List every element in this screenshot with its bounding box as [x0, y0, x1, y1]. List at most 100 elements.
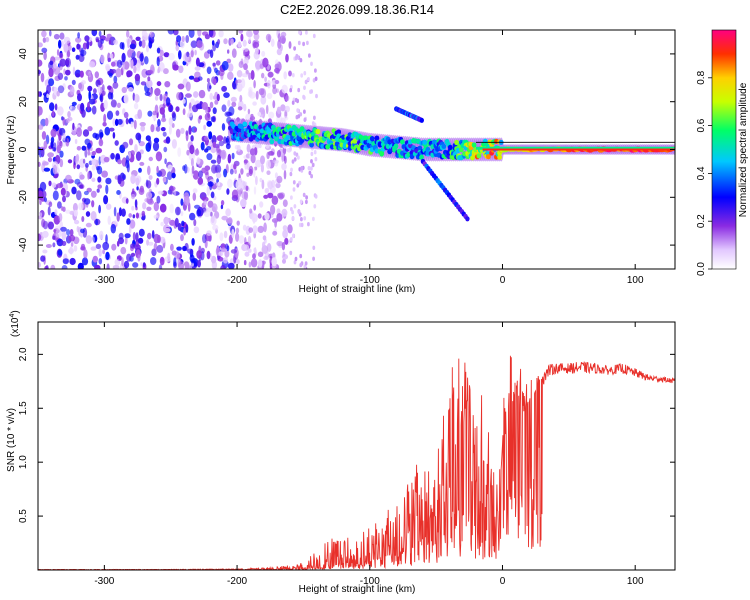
noise-blob	[282, 199, 288, 207]
noise-blob	[95, 218, 98, 226]
noise-blob	[216, 145, 220, 154]
noise-blob	[196, 40, 203, 48]
noise-blob	[245, 185, 249, 191]
noise-blob	[243, 49, 246, 56]
noise-blob	[144, 91, 151, 97]
noise-blob	[87, 149, 91, 156]
noise-blob	[177, 83, 185, 90]
noise-blob	[81, 257, 89, 266]
noise-blob	[85, 222, 92, 228]
signal-blob	[315, 129, 321, 135]
noise-blob	[250, 70, 255, 80]
snr-multiplier-exponent: 4	[9, 314, 16, 318]
noise-blob	[175, 206, 181, 216]
noise-blob	[135, 36, 141, 41]
noise-blob	[40, 72, 45, 83]
noise-blob	[270, 38, 275, 47]
noise-blob	[58, 39, 62, 49]
noise-blob	[206, 78, 210, 83]
noise-blob	[211, 203, 218, 213]
noise-blob	[139, 122, 146, 127]
noise-blob	[226, 188, 230, 195]
noise-blob	[276, 48, 282, 56]
noise-blob	[178, 50, 182, 60]
noise-blob	[274, 172, 278, 179]
noise-blob	[67, 159, 73, 164]
noise-blob	[230, 38, 234, 45]
noise-blob	[186, 51, 190, 58]
noise-blob	[46, 93, 50, 99]
noise-blob	[268, 111, 275, 119]
noise-blob	[280, 104, 286, 112]
noise-blob	[260, 88, 267, 99]
noise-blob	[218, 30, 224, 38]
noise-blob	[130, 243, 136, 249]
noise-blob	[115, 68, 122, 78]
noise-blob	[147, 76, 151, 82]
noise-blob	[208, 30, 214, 38]
noise-blob	[45, 244, 52, 248]
noise-blob	[206, 250, 211, 260]
noise-blob	[299, 58, 303, 63]
noise-blob	[110, 223, 117, 234]
noise-blob	[197, 259, 202, 268]
noise-blob	[117, 159, 122, 165]
noise-blob	[194, 149, 200, 156]
noise-blob	[74, 155, 79, 165]
noise-blob	[267, 181, 274, 190]
noise-blob	[71, 79, 76, 86]
noise-blob	[68, 234, 76, 242]
noise-blob	[76, 43, 81, 50]
noise-blob	[266, 170, 271, 175]
noise-blob	[190, 98, 196, 106]
signal-blob	[336, 129, 342, 135]
noise-blob	[163, 52, 170, 58]
noise-blob	[91, 236, 95, 244]
noise-blob	[183, 195, 190, 206]
noise-blob	[163, 216, 169, 225]
noise-blob	[169, 219, 176, 226]
noise-blob	[247, 248, 252, 253]
noise-blob	[198, 115, 203, 120]
signal-blob	[400, 139, 405, 145]
noise-blob	[231, 48, 237, 58]
noise-blob	[79, 174, 85, 180]
noise-blob	[314, 157, 318, 162]
noise-blob	[274, 63, 280, 70]
noise-blob	[207, 200, 214, 208]
noise-blob	[111, 61, 116, 67]
snr-plot-area	[38, 355, 675, 570]
noise-blob	[227, 49, 230, 54]
noise-blob	[45, 264, 49, 269]
noise-blob	[72, 122, 75, 131]
noise-blob	[253, 204, 257, 211]
noise-blob	[57, 72, 64, 81]
signal-blob	[454, 139, 459, 146]
noise-blob	[38, 59, 43, 67]
spectrogram-x-label: Height of straight line (km)	[299, 284, 416, 295]
noise-blob	[190, 258, 196, 264]
noise-blob	[85, 235, 93, 244]
noise-blob	[263, 222, 267, 233]
noise-blob	[106, 263, 110, 269]
noise-blob	[171, 172, 176, 179]
noise-blob	[108, 72, 113, 78]
noise-blob	[103, 99, 108, 110]
snr-y-ticks: 0.5 1.0 1.5 2.0	[18, 347, 675, 523]
noise-blob	[202, 196, 209, 202]
noise-blob	[210, 255, 217, 264]
noise-blob	[303, 216, 307, 221]
noise-blob	[97, 84, 101, 94]
noise-blob	[265, 33, 272, 42]
noise-blob	[153, 214, 159, 219]
noise-blob	[277, 33, 281, 42]
noise-blob	[146, 206, 152, 211]
noise-blob	[229, 168, 234, 175]
noise-blob	[310, 174, 313, 179]
noise-blob	[46, 84, 51, 94]
noise-blob	[91, 150, 97, 156]
colorbar-tick-label: 0.6	[696, 118, 707, 132]
noise-blob	[135, 212, 139, 219]
noise-blob	[299, 262, 303, 268]
noise-blob	[249, 148, 256, 156]
